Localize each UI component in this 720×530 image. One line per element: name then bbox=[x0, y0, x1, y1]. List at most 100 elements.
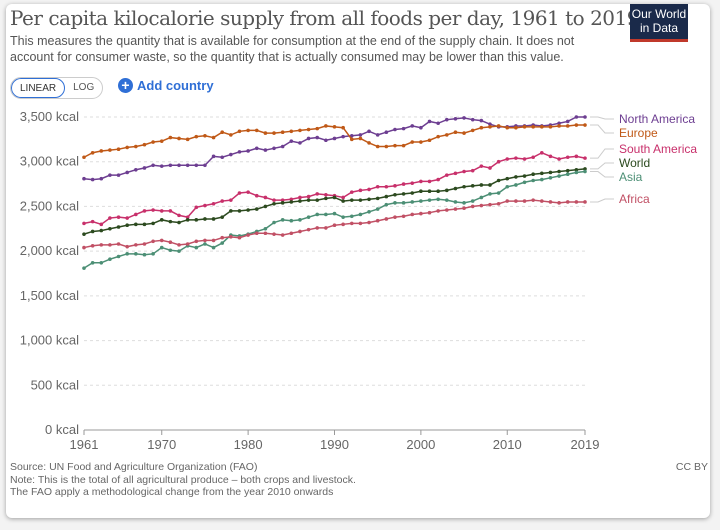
data-point bbox=[90, 229, 95, 234]
data-point bbox=[565, 155, 570, 160]
data-point bbox=[203, 133, 207, 138]
legend-label[interactable]: North America bbox=[619, 112, 695, 126]
legend-label[interactable]: World bbox=[619, 156, 650, 170]
data-point bbox=[531, 125, 535, 129]
data-point bbox=[324, 196, 328, 201]
data-point bbox=[332, 125, 337, 129]
data-point bbox=[168, 248, 173, 253]
data-point bbox=[462, 169, 466, 174]
data-point bbox=[557, 124, 561, 128]
data-point bbox=[410, 124, 415, 128]
plus-circle-icon: + bbox=[118, 78, 133, 93]
data-point bbox=[384, 184, 389, 189]
data-point bbox=[341, 222, 345, 227]
source-text[interactable]: Source: UN Food and Agriculture Organiza… bbox=[10, 461, 258, 473]
data-point bbox=[548, 176, 553, 180]
data-point bbox=[557, 201, 561, 205]
data-point bbox=[237, 191, 242, 195]
data-point bbox=[505, 125, 510, 130]
x-tick-label: 2019 bbox=[571, 437, 600, 452]
owid-logo[interactable]: Our World in Data bbox=[630, 4, 688, 42]
data-point bbox=[393, 184, 397, 188]
data-point bbox=[341, 195, 345, 200]
legend-label[interactable]: Europe bbox=[619, 126, 658, 140]
data-point bbox=[574, 170, 579, 175]
data-point bbox=[557, 121, 561, 126]
x-tick-label: 1990 bbox=[320, 437, 349, 452]
data-point bbox=[194, 239, 199, 244]
data-point bbox=[479, 125, 484, 130]
data-point bbox=[185, 218, 190, 222]
data-point bbox=[142, 222, 147, 227]
data-point bbox=[151, 239, 155, 244]
data-point bbox=[246, 149, 250, 153]
data-point bbox=[462, 184, 466, 189]
data-point bbox=[289, 129, 294, 134]
data-point bbox=[116, 254, 121, 259]
data-point bbox=[488, 202, 492, 207]
legend-connector bbox=[590, 124, 614, 134]
data-point bbox=[99, 176, 104, 181]
legend-connector bbox=[590, 116, 614, 120]
data-point bbox=[237, 150, 242, 154]
data-point bbox=[229, 198, 233, 202]
data-point bbox=[375, 196, 380, 201]
data-point bbox=[185, 242, 190, 246]
data-point bbox=[436, 197, 440, 202]
data-point bbox=[306, 127, 311, 132]
legend-connector bbox=[590, 162, 614, 170]
data-point bbox=[358, 136, 363, 141]
data-point bbox=[159, 209, 164, 213]
legend-label[interactable]: Africa bbox=[619, 192, 650, 206]
data-point bbox=[375, 184, 380, 189]
data-point bbox=[574, 123, 579, 127]
data-point bbox=[177, 249, 181, 253]
data-point bbox=[436, 134, 440, 139]
data-point bbox=[341, 125, 345, 130]
add-country-button[interactable]: + Add country bbox=[118, 78, 214, 93]
legend-label[interactable]: Asia bbox=[619, 170, 643, 184]
data-point bbox=[393, 201, 397, 205]
legend-connector bbox=[590, 198, 614, 203]
data-point bbox=[220, 241, 225, 245]
data-point bbox=[470, 199, 475, 203]
data-point bbox=[453, 130, 458, 135]
linear-button[interactable]: LINEAR bbox=[11, 78, 66, 98]
data-point bbox=[324, 138, 328, 143]
data-point bbox=[436, 209, 440, 213]
data-point bbox=[496, 124, 501, 128]
log-button[interactable]: LOG bbox=[73, 82, 95, 93]
data-point bbox=[419, 211, 423, 216]
data-point bbox=[453, 171, 458, 176]
data-point bbox=[315, 226, 320, 230]
data-point bbox=[410, 140, 415, 144]
data-point bbox=[315, 126, 320, 131]
data-point bbox=[375, 218, 380, 223]
data-point bbox=[159, 218, 164, 222]
scale-toggle[interactable]: LINEAR LOG bbox=[10, 77, 104, 99]
data-point bbox=[280, 198, 285, 202]
data-point bbox=[462, 206, 466, 211]
data-point bbox=[289, 139, 294, 143]
note-text: Note: This is the total of all agricultu… bbox=[10, 473, 356, 486]
legend-label[interactable]: South America bbox=[619, 142, 697, 156]
data-point bbox=[263, 204, 268, 209]
license-text[interactable]: CC BY bbox=[675, 461, 708, 473]
data-point bbox=[427, 179, 432, 184]
data-point bbox=[401, 126, 406, 131]
data-point bbox=[263, 231, 268, 236]
data-point bbox=[177, 136, 181, 141]
data-point bbox=[514, 183, 518, 187]
data-point bbox=[246, 208, 250, 212]
x-tick-label: 1970 bbox=[147, 437, 176, 452]
data-point bbox=[453, 200, 458, 204]
data-point bbox=[488, 183, 492, 187]
data-point bbox=[185, 215, 190, 219]
data-point bbox=[565, 124, 570, 128]
data-point bbox=[211, 217, 216, 221]
data-point bbox=[306, 198, 311, 202]
data-point bbox=[462, 131, 466, 135]
data-point bbox=[341, 134, 345, 139]
data-point bbox=[401, 182, 406, 186]
data-point bbox=[488, 125, 492, 129]
